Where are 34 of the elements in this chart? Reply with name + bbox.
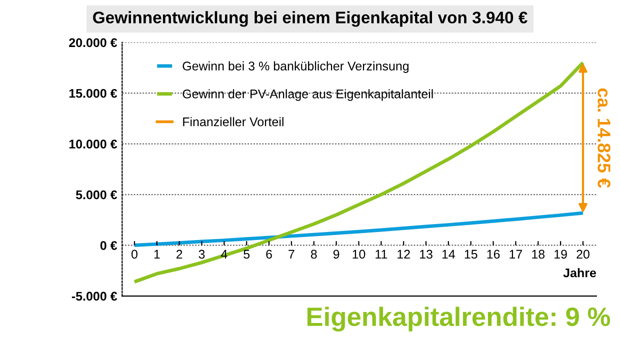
x-tick-label: 16 xyxy=(487,250,500,259)
x-tick-label: 0 xyxy=(131,250,138,259)
x-tick-label: 1 xyxy=(154,250,160,259)
text: Eigenkapitalrendite: 9 % xyxy=(307,306,610,332)
x-tick-label: 15 xyxy=(464,250,478,259)
line-series xyxy=(132,211,585,248)
x-tick-label: 13 xyxy=(420,250,432,259)
annotation: Finanzieller Vorteil xyxy=(183,117,284,126)
x-tick-label: 11 xyxy=(376,250,388,259)
y-tick-label: 0 € xyxy=(100,241,118,250)
x-tick-label: 5 xyxy=(244,250,250,259)
x-tick-label: 12 xyxy=(398,250,410,259)
x-tick-label: 17 xyxy=(510,250,522,259)
legend-label: Gewinn bei 3 % banküblicher Verzinsung xyxy=(182,61,409,73)
y-tick-label: 20.000 € xyxy=(69,38,118,48)
x-tick-label: 7 xyxy=(288,250,294,259)
x-tick-label: 14 xyxy=(442,250,456,259)
y-tick-label: 10.000 € xyxy=(69,140,118,149)
x-tick-label: 8 xyxy=(310,250,317,259)
text: ca. 14.825 € xyxy=(598,88,610,188)
y-tick-label: -5.000 € xyxy=(72,292,118,301)
x-tick-label: 2 xyxy=(176,250,182,259)
x-tick-label: 3 xyxy=(198,250,205,259)
chart-title: Gewinnentwicklung bei einem Eigenkapital von 3.940 € xyxy=(93,11,528,27)
x-tick-label: 18 xyxy=(532,250,545,259)
x-tick-label: 19 xyxy=(554,250,567,259)
y-tick-label: 15.000 € xyxy=(69,88,118,98)
x-tick-label: 9 xyxy=(333,250,340,259)
legend-label: Gewinn der PV-Anlage aus Eigenkapitalanteil xyxy=(182,89,433,101)
x-axis-title: Jahre xyxy=(563,268,596,278)
y-tick-label: 5.000 € xyxy=(76,190,118,200)
x-tick-label: 6 xyxy=(266,250,272,259)
x-tick-label: 10 xyxy=(352,250,366,259)
x-tick-label: 20 xyxy=(576,250,590,259)
